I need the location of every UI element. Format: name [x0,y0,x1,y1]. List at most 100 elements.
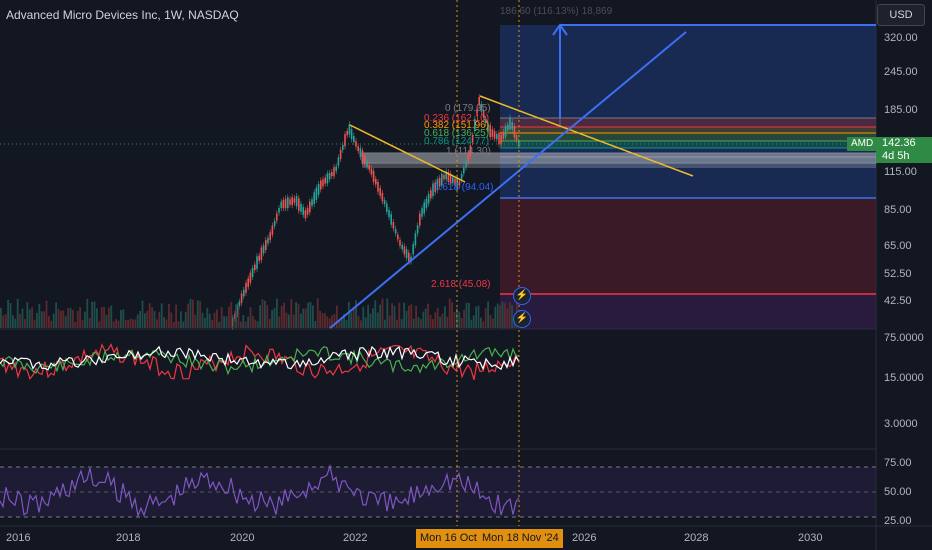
price-axis-label: 75.0000 [884,332,924,344]
volume-bar [280,305,283,328]
volume-bar [55,302,57,328]
price-axis-label: 115.00 [884,166,917,178]
volume-bar [386,298,389,328]
volume-bar [62,310,65,328]
price-axis-label: 245.00 [884,66,918,78]
volume-bar [436,307,439,328]
volume-bar [511,305,513,328]
volume-bar [362,306,365,328]
volume-bar [345,320,348,328]
volume-bar [244,321,247,328]
symbol-badge: AMD [847,137,878,151]
volume-bar [374,300,377,328]
volume-bar [98,321,101,328]
volume-bar [278,316,281,328]
volume-bar [24,319,26,328]
target-zone [500,25,876,198]
volume-bar [240,321,242,328]
volume-bar [189,298,192,328]
volume-bar [187,303,189,328]
lightning-alert-icon[interactable]: ⚡ [513,287,531,305]
fib-level-label: 2.618 (45.08) [431,279,491,290]
volume-bar [67,308,69,328]
volume-bar [494,306,497,328]
volume-bar [451,302,453,328]
volume-bar [45,300,48,328]
volume-bar [168,303,170,328]
volume-bar [417,317,420,328]
volume-bar [148,303,151,328]
time-axis-label: 2030 [798,532,823,544]
time-axis-label: 2026 [572,532,597,544]
volume-bar [321,312,324,328]
volume-bar [314,320,317,328]
volume-bar [213,312,216,328]
volume-bar [26,302,29,328]
volume-bar [403,302,405,328]
volume-bar [16,298,19,328]
volume-bar [139,310,141,328]
volume-bar [302,308,305,328]
volume-bar [504,302,506,328]
volume-bar [266,305,269,328]
volume-bar [372,308,374,328]
volume-bar [324,313,326,328]
last-price: 142.36 [882,137,916,149]
volume-bar [146,310,149,328]
volume-bar [28,309,31,328]
volume-bar [271,309,273,328]
volume-bar [304,308,307,328]
volume-bar [326,316,329,328]
volume-bar [12,315,14,328]
volume-bar [7,299,9,328]
volume-bar [64,316,67,328]
volume-bar [268,318,271,328]
currency-selector[interactable]: USD [877,4,925,26]
volume-bar [86,298,89,328]
fib-level-label: 0 (179.95) [445,103,491,114]
volume-bar [499,305,501,328]
fib-level-label: 0.382 (151.96) [424,120,490,131]
volume-bar [60,310,62,328]
volume-bar [127,320,129,328]
volume-bar [295,302,297,328]
volume-bar [4,314,7,328]
price-axis-label: 25.00 [884,515,912,527]
volume-bar [40,311,43,328]
volume-bar [331,315,333,328]
volume-bar [129,318,132,328]
last-price-badge: 142.36 4d 5h [876,137,932,163]
volume-bar [57,309,60,328]
volume-bar [285,312,288,328]
volume-bar [312,305,314,328]
volume-bar [115,319,117,328]
rsi-pane [0,463,520,518]
volume-bar [388,315,391,328]
volume-bar [328,318,331,328]
volume-bar [21,308,24,328]
volume-bar [216,309,218,328]
volume-bar [283,302,285,328]
volume-bar [412,318,415,328]
volume-bar [19,313,21,328]
volume-bar [427,303,429,328]
volume-bar [0,307,2,328]
volume-bar [199,301,201,328]
crosshair-date-2: Mon 18 Nov '24 [478,529,563,548]
volume-bar [410,304,413,328]
volume-bar [441,313,444,328]
volume-bar [446,316,449,328]
volume-bar [444,306,446,328]
volume-bar [182,321,185,328]
volume-bar [256,321,259,328]
lightning-alert-icon[interactable]: ⚡ [513,310,531,328]
crosshair-date-1: Mon 16 Oct [416,529,481,548]
volume-bar [480,317,482,328]
volume-bar [360,320,362,328]
volume-bar [122,309,125,328]
volume-bar [405,310,408,328]
volume-bar [211,319,213,328]
chart-title: Advanced Micro Devices Inc, 1W, NASDAQ [6,8,239,22]
volume-bar [496,303,499,328]
